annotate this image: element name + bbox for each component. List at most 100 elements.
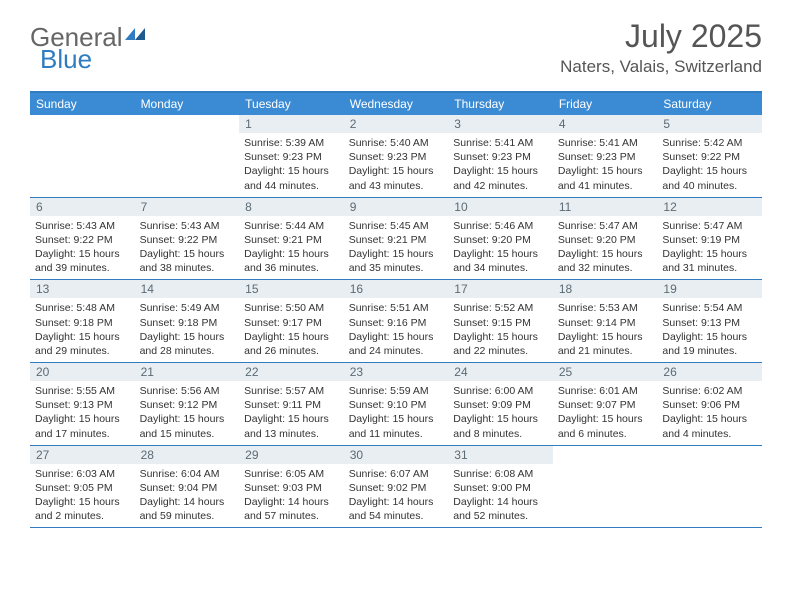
day-details: Sunrise: 5:40 AMSunset: 9:23 PMDaylight:… <box>344 133 449 197</box>
day-details: Sunrise: 6:02 AMSunset: 9:06 PMDaylight:… <box>657 381 762 445</box>
day-cell: 2Sunrise: 5:40 AMSunset: 9:23 PMDaylight… <box>344 115 449 197</box>
day-cell: 31Sunrise: 6:08 AMSunset: 9:00 PMDayligh… <box>448 446 553 528</box>
empty-cell: . <box>30 115 135 197</box>
empty-cell: . <box>553 446 658 528</box>
date-number: 30 <box>344 446 449 464</box>
date-number: 7 <box>135 198 240 216</box>
header: General July 2025 Naters, Valais, Switze… <box>0 0 792 83</box>
day-cell: 26Sunrise: 6:02 AMSunset: 9:06 PMDayligh… <box>657 363 762 445</box>
day-details: Sunrise: 5:41 AMSunset: 9:23 PMDaylight:… <box>448 133 553 197</box>
day-cell: 24Sunrise: 6:00 AMSunset: 9:09 PMDayligh… <box>448 363 553 445</box>
date-number: 5 <box>657 115 762 133</box>
day-cell: 14Sunrise: 5:49 AMSunset: 9:18 PMDayligh… <box>135 280 240 362</box>
day-details: Sunrise: 6:05 AMSunset: 9:03 PMDaylight:… <box>239 464 344 528</box>
date-number: 8 <box>239 198 344 216</box>
day-cell: 16Sunrise: 5:51 AMSunset: 9:16 PMDayligh… <box>344 280 449 362</box>
date-number: 21 <box>135 363 240 381</box>
date-number: 29 <box>239 446 344 464</box>
day-details: Sunrise: 5:45 AMSunset: 9:21 PMDaylight:… <box>344 216 449 280</box>
day-header-monday: Monday <box>135 93 240 115</box>
date-number: 13 <box>30 280 135 298</box>
date-number: 12 <box>657 198 762 216</box>
empty-cell: . <box>135 115 240 197</box>
day-cell: 22Sunrise: 5:57 AMSunset: 9:11 PMDayligh… <box>239 363 344 445</box>
day-details: Sunrise: 5:53 AMSunset: 9:14 PMDaylight:… <box>553 298 658 362</box>
date-number: 27 <box>30 446 135 464</box>
day-cell: 6Sunrise: 5:43 AMSunset: 9:22 PMDaylight… <box>30 198 135 280</box>
date-number: 28 <box>135 446 240 464</box>
day-header-thursday: Thursday <box>448 93 553 115</box>
day-header-tuesday: Tuesday <box>239 93 344 115</box>
day-header-sunday: Sunday <box>30 93 135 115</box>
date-number: 31 <box>448 446 553 464</box>
date-number: 6 <box>30 198 135 216</box>
day-cell: 15Sunrise: 5:50 AMSunset: 9:17 PMDayligh… <box>239 280 344 362</box>
day-details: Sunrise: 5:51 AMSunset: 9:16 PMDaylight:… <box>344 298 449 362</box>
day-cell: 19Sunrise: 5:54 AMSunset: 9:13 PMDayligh… <box>657 280 762 362</box>
day-details: Sunrise: 5:56 AMSunset: 9:12 PMDaylight:… <box>135 381 240 445</box>
day-cell: 4Sunrise: 5:41 AMSunset: 9:23 PMDaylight… <box>553 115 658 197</box>
day-cell: 27Sunrise: 6:03 AMSunset: 9:05 PMDayligh… <box>30 446 135 528</box>
day-details: Sunrise: 5:54 AMSunset: 9:13 PMDaylight:… <box>657 298 762 362</box>
logo-icon <box>125 18 147 49</box>
day-cell: 20Sunrise: 5:55 AMSunset: 9:13 PMDayligh… <box>30 363 135 445</box>
day-details: Sunrise: 5:50 AMSunset: 9:17 PMDaylight:… <box>239 298 344 362</box>
date-number: 14 <box>135 280 240 298</box>
day-cell: 29Sunrise: 6:05 AMSunset: 9:03 PMDayligh… <box>239 446 344 528</box>
day-details: Sunrise: 5:43 AMSunset: 9:22 PMDaylight:… <box>30 216 135 280</box>
day-details: Sunrise: 6:01 AMSunset: 9:07 PMDaylight:… <box>553 381 658 445</box>
day-cell: 13Sunrise: 5:48 AMSunset: 9:18 PMDayligh… <box>30 280 135 362</box>
day-cell: 11Sunrise: 5:47 AMSunset: 9:20 PMDayligh… <box>553 198 658 280</box>
date-number: 24 <box>448 363 553 381</box>
day-details: Sunrise: 6:07 AMSunset: 9:02 PMDaylight:… <box>344 464 449 528</box>
day-details: Sunrise: 6:00 AMSunset: 9:09 PMDaylight:… <box>448 381 553 445</box>
logo-text-2: Blue <box>40 44 92 75</box>
day-cell: 30Sunrise: 6:07 AMSunset: 9:02 PMDayligh… <box>344 446 449 528</box>
day-header-saturday: Saturday <box>657 93 762 115</box>
date-number: 4 <box>553 115 658 133</box>
date-number: 17 <box>448 280 553 298</box>
day-details: Sunrise: 5:48 AMSunset: 9:18 PMDaylight:… <box>30 298 135 362</box>
date-number: 19 <box>657 280 762 298</box>
day-details: Sunrise: 5:57 AMSunset: 9:11 PMDaylight:… <box>239 381 344 445</box>
location: Naters, Valais, Switzerland <box>560 57 762 77</box>
day-cell: 28Sunrise: 6:04 AMSunset: 9:04 PMDayligh… <box>135 446 240 528</box>
date-number: 10 <box>448 198 553 216</box>
week-row: 27Sunrise: 6:03 AMSunset: 9:05 PMDayligh… <box>30 446 762 529</box>
date-number: 22 <box>239 363 344 381</box>
day-cell: 7Sunrise: 5:43 AMSunset: 9:22 PMDaylight… <box>135 198 240 280</box>
day-cell: 21Sunrise: 5:56 AMSunset: 9:12 PMDayligh… <box>135 363 240 445</box>
date-number: 23 <box>344 363 449 381</box>
day-details: Sunrise: 5:59 AMSunset: 9:10 PMDaylight:… <box>344 381 449 445</box>
day-header-friday: Friday <box>553 93 658 115</box>
date-number: 3 <box>448 115 553 133</box>
day-cell: 3Sunrise: 5:41 AMSunset: 9:23 PMDaylight… <box>448 115 553 197</box>
day-details: Sunrise: 5:52 AMSunset: 9:15 PMDaylight:… <box>448 298 553 362</box>
day-cell: 10Sunrise: 5:46 AMSunset: 9:20 PMDayligh… <box>448 198 553 280</box>
day-details: Sunrise: 5:41 AMSunset: 9:23 PMDaylight:… <box>553 133 658 197</box>
date-number: 25 <box>553 363 658 381</box>
day-details: Sunrise: 5:47 AMSunset: 9:20 PMDaylight:… <box>553 216 658 280</box>
day-details: Sunrise: 5:43 AMSunset: 9:22 PMDaylight:… <box>135 216 240 280</box>
day-cell: 5Sunrise: 5:42 AMSunset: 9:22 PMDaylight… <box>657 115 762 197</box>
date-number: 2 <box>344 115 449 133</box>
day-details: Sunrise: 5:47 AMSunset: 9:19 PMDaylight:… <box>657 216 762 280</box>
week-row: 20Sunrise: 5:55 AMSunset: 9:13 PMDayligh… <box>30 363 762 446</box>
week-row: . . 1Sunrise: 5:39 AMSunset: 9:23 PMDayl… <box>30 115 762 198</box>
day-cell: 25Sunrise: 6:01 AMSunset: 9:07 PMDayligh… <box>553 363 658 445</box>
week-row: 13Sunrise: 5:48 AMSunset: 9:18 PMDayligh… <box>30 280 762 363</box>
day-cell: 1Sunrise: 5:39 AMSunset: 9:23 PMDaylight… <box>239 115 344 197</box>
day-details: Sunrise: 5:39 AMSunset: 9:23 PMDaylight:… <box>239 133 344 197</box>
day-details: Sunrise: 6:03 AMSunset: 9:05 PMDaylight:… <box>30 464 135 528</box>
calendar: SundayMondayTuesdayWednesdayThursdayFrid… <box>30 91 762 528</box>
date-number: 11 <box>553 198 658 216</box>
day-header-row: SundayMondayTuesdayWednesdayThursdayFrid… <box>30 93 762 115</box>
day-cell: 18Sunrise: 5:53 AMSunset: 9:14 PMDayligh… <box>553 280 658 362</box>
day-details: Sunrise: 5:55 AMSunset: 9:13 PMDaylight:… <box>30 381 135 445</box>
empty-cell: . <box>657 446 762 528</box>
date-number: 1 <box>239 115 344 133</box>
date-number: 15 <box>239 280 344 298</box>
date-number: 26 <box>657 363 762 381</box>
week-row: 6Sunrise: 5:43 AMSunset: 9:22 PMDaylight… <box>30 198 762 281</box>
day-cell: 23Sunrise: 5:59 AMSunset: 9:10 PMDayligh… <box>344 363 449 445</box>
